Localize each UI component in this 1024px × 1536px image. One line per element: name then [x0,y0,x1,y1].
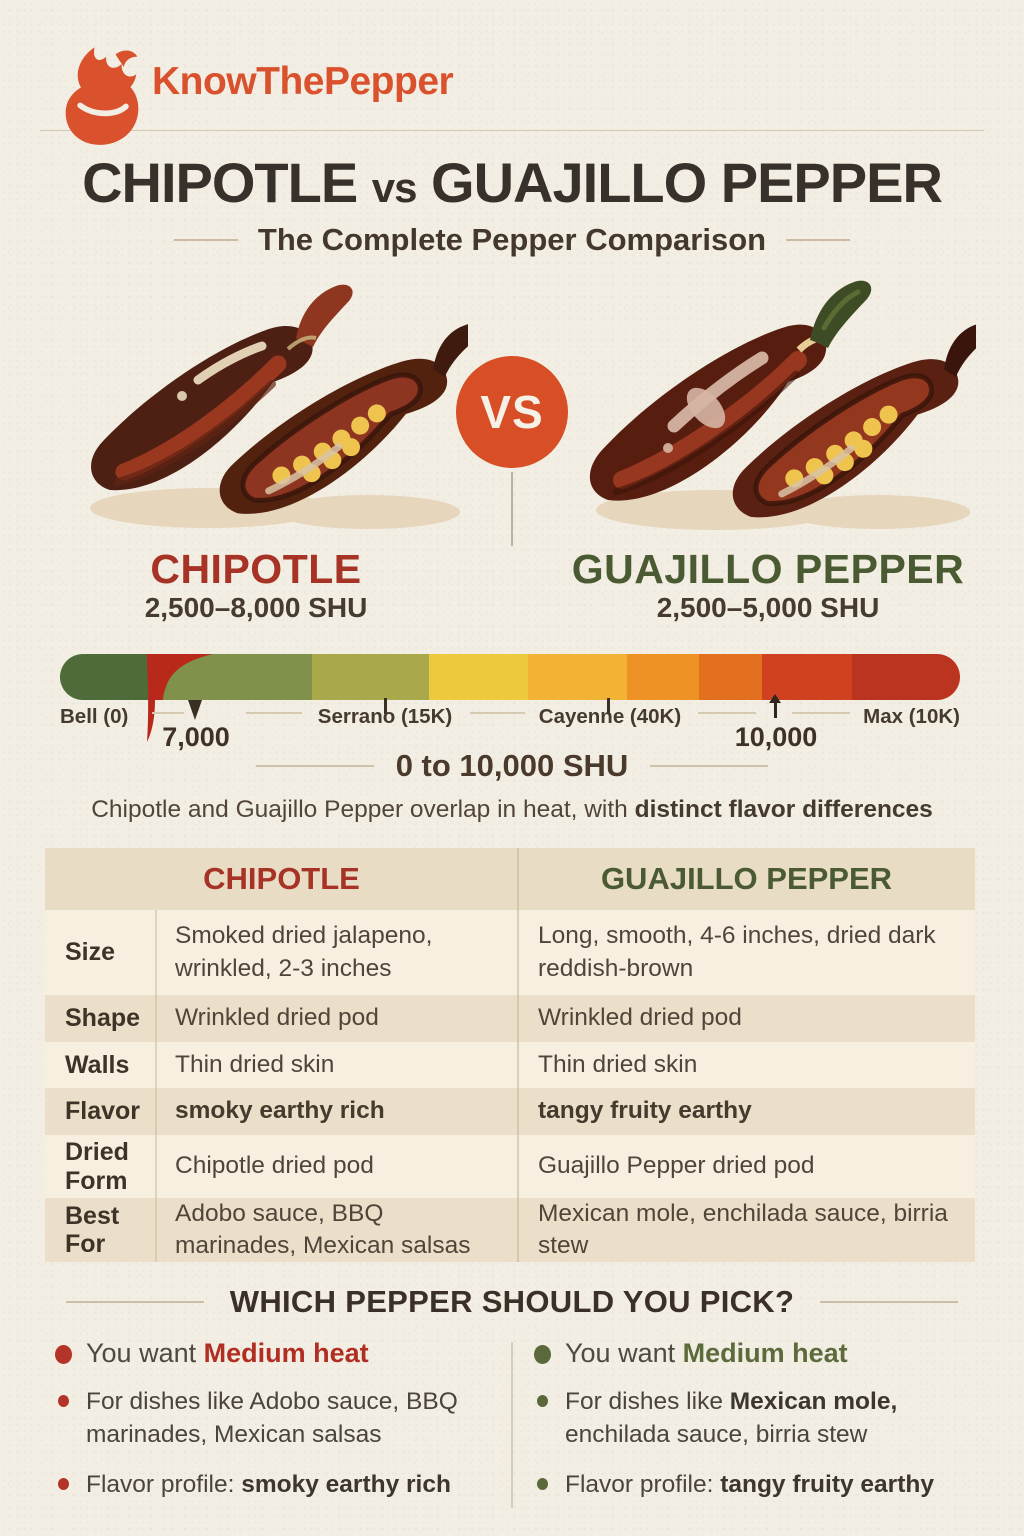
guajillo-cell: Guajillo Pepper dried pod [538,1152,815,1180]
scale-value-7000: 7,000 [162,722,230,752]
chipotle-whole-pepper [91,284,353,491]
subtitle: The Complete Pepper Comparison [257,222,767,257]
pick-column-divider [511,1342,513,1508]
guajillo-cell: Long, smooth, 4-6 inches, dried dark red… [538,922,936,982]
list-item: For dishes like Adobo sauce, BBQ marinad… [55,1386,490,1452]
serrano-tick [384,698,387,714]
guajillo-dried-peppers-illustration [589,280,976,530]
pick-heading-row: WHICH PEPPER SHOULD YOU PICK? [40,1284,984,1320]
title-vs: vs [371,164,418,211]
scale-label-cayenne: Cayenne (40K) [538,705,682,728]
table-row-shape: Shape Wrinkled dried pod Wrinkled dried … [45,995,975,1042]
chipotle-cell: smoky earthy rich [175,1097,385,1125]
header-divider [40,130,984,131]
scale-label-bell: Bell (0) [60,705,129,728]
chipotle-cell: Smoked dried jalapeno, wrinkled, 2-3 inc… [175,922,433,982]
scale-label-max: Max (10K) [863,705,960,728]
guajillo-cell: Thin dried skin [538,1050,698,1078]
table-row-walls: Walls Thin dried skin Thin dried skin [45,1042,975,1088]
intro-sentence: Chipotle and Guajillo Pepper overlap in … [91,796,933,823]
scale-connector [792,712,850,714]
row-label: Flavor [65,1097,141,1126]
chipotle-cell: Chipotle dried pod [175,1152,374,1180]
table-header-guajillo: GUAJILLO PEPPER [600,861,893,896]
row-label: Best For [65,1201,120,1259]
table-label-divider [155,910,157,1262]
pick-line-right [820,1301,958,1303]
chipotle-name: CHIPOTLE [150,546,362,592]
guajillo-cell: Mexican mole, enchilada sauce, birria st… [538,1200,948,1260]
up-arrow-marker-icon [768,694,782,718]
list-item: You want Medium heat [534,1338,979,1369]
row-label: Size [65,938,116,967]
table-column-divider [517,848,519,1262]
cayenne-tick [607,698,610,714]
bullet-dot-icon [58,1395,69,1407]
scale-connector [698,712,756,714]
page-title: CHIPOTLE vs GUAJILLO PEPPER [82,151,943,214]
list-item: You want Medium heat [55,1338,490,1369]
comparison-table: CHIPOTLE GUAJILLO PEPPER Size Smoked dri… [45,848,975,1262]
scale-label-serrano: Serrano (15K) [317,705,453,728]
range-line-right [650,765,769,767]
chipotle-pick-list: You want Medium heat For dishes like Ado… [55,1338,490,1518]
list-item: Flavor profile: tangy fruity earthy [534,1469,979,1502]
row-label: Walls [65,1050,130,1079]
row-label: Dried Form [65,1137,129,1195]
guajillo-cell: Wrinkled dried pod [538,1004,742,1032]
guajillo-cut-pepper [732,323,976,518]
guajillo-name: GUAJILLO PEPPER [571,546,965,592]
chipotle-cell: Thin dried skin [175,1050,335,1078]
table-header-row: CHIPOTLE GUAJILLO PEPPER [45,848,975,910]
vs-badge: VS [456,356,568,468]
down-triangle-marker-icon [188,700,202,720]
bullet-dot-icon [58,1477,69,1490]
bullet-dot-icon [55,1345,72,1364]
vs-connector-line [511,472,513,546]
scale-range-row: 0 to 10,000 SHU [40,748,984,784]
heat-scale-red-marker [147,654,213,742]
pick-heading: WHICH PEPPER SHOULD YOU PICK? [229,1284,795,1319]
chipotle-shu-range: 2,500–8,000 SHU [144,592,368,623]
range-line-left [255,765,374,767]
list-item: For dishes like Mexican mole, enchilada … [534,1386,979,1452]
guajillo-shu-range: 2,500–5,000 SHU [656,592,880,623]
subtitle-line-left [173,239,238,241]
table-row-size: Size Smoked dried jalapeno, wrinkled, 2-… [45,910,975,995]
row-label: Shape [65,1004,141,1033]
table-row-flavor: Flavor smoky earthy rich tangy fruity ea… [45,1088,975,1135]
bullet-dot-icon [537,1477,548,1490]
chipotle-cell: Wrinkled dried pod [175,1004,379,1032]
chipotle-cut-pepper [219,323,468,514]
scale-connector [246,712,302,714]
heat-scale-bar [60,654,960,700]
flame-pepper-icon [65,47,139,145]
scale-connector [152,712,184,714]
subtitle-line-right [786,239,851,241]
bullet-dot-icon [537,1395,548,1407]
table-row-best-for: Best For Adobo sauce, BBQ marinades, Mex… [45,1198,975,1262]
subtitle-row: The Complete Pepper Comparison [40,222,984,258]
list-item: Flavor profile: smoky earthy rich [55,1469,490,1502]
chipotle-dried-peppers-illustration [90,284,468,529]
brand-name: KnowThePepper [152,60,454,103]
chipotle-cell: Adobo sauce, BBQ marinades, Mexican sals… [175,1200,471,1260]
guajillo-whole-pepper [589,280,872,501]
scale-range-label: 0 to 10,000 SHU [395,748,629,783]
pick-line-left [66,1301,204,1303]
scale-connector [470,712,525,714]
scale-value-10000: 10,000 [734,722,818,752]
guajillo-cell: tangy fruity earthy [538,1097,752,1125]
bullet-dot-icon [534,1345,551,1364]
guajillo-pick-list: You want Medium heat For dishes like Mex… [534,1338,979,1518]
table-row-dried-form: Dried Form Chipotle dried pod Guajillo P… [45,1135,975,1198]
table-header-chipotle: CHIPOTLE [203,861,360,896]
